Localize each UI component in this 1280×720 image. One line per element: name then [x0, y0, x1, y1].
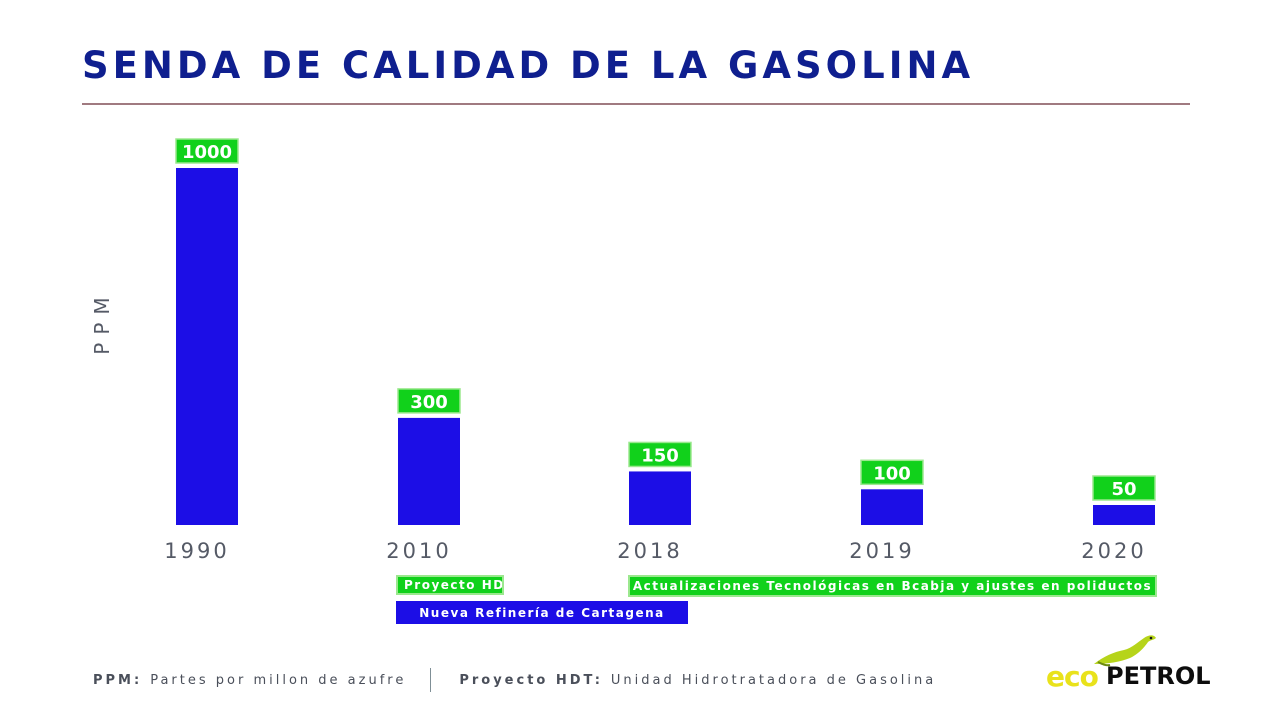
- x-tick-label-1990: 1990: [164, 539, 229, 563]
- footer-ppm-key: PPM:: [93, 672, 143, 688]
- timeline-item-1: Proyecto HDT: [396, 575, 504, 595]
- bar-2010: [398, 417, 460, 525]
- data-label-2020: 50: [1111, 479, 1136, 500]
- x-tick-label-2018: 2018: [617, 539, 682, 563]
- bar-2018: [629, 471, 691, 525]
- logo-petrol-text: PETROL: [1106, 662, 1211, 690]
- timeline-item-label: Proyecto HDT: [404, 578, 504, 592]
- iguana-icon: [1094, 635, 1156, 667]
- data-label-2019: 100: [873, 463, 911, 484]
- data-label-2018: 150: [641, 445, 679, 466]
- x-tick-label-2019: 2019: [849, 539, 914, 563]
- data-label-box-2010: [397, 388, 461, 414]
- data-label-box-2019: [860, 459, 924, 486]
- footer-ppm-text: Partes por millon de azufre: [150, 672, 407, 688]
- footer-hdt-key: Proyecto HDT:: [459, 672, 603, 688]
- footer-separator: [430, 668, 432, 692]
- bar-chart: 1000 1990 300 2010 150 2018 100 2019 50 2020: [164, 138, 1156, 563]
- ecopetrol-logo: eco PETROL: [1040, 630, 1220, 694]
- page-title: SENDA DE CALIDAD DE LA GASOLINA: [82, 44, 975, 87]
- bar-2019: [861, 489, 923, 525]
- title-divider: [82, 103, 1190, 105]
- data-label-box-2020: [1092, 475, 1156, 501]
- data-label-1990: 1000: [182, 142, 232, 163]
- data-label-box-2018: [628, 441, 692, 468]
- data-label-box-1990: [175, 138, 239, 164]
- logo-eco-text: eco: [1046, 660, 1099, 693]
- timeline-item-label: Nueva Refinería de Cartagena: [419, 605, 665, 620]
- footer-hdt-text: Unidad Hidrotratadora de Gasolina: [610, 672, 937, 688]
- timeline-item-3: Actualizaciones Tecnológicas en Bcabja y…: [628, 575, 1157, 597]
- timeline-item-2: Nueva Refinería de Cartagena: [396, 601, 688, 624]
- x-tick-label-2010: 2010: [386, 539, 451, 563]
- timeline-item-label: Actualizaciones Tecnológicas en Bcabja y…: [632, 579, 1153, 593]
- footer-notes: PPM: Partes por millon de azufre Proyect…: [93, 668, 936, 692]
- data-label-2010: 300: [410, 392, 448, 413]
- bar-2020: [1093, 505, 1155, 525]
- bar-1990: [176, 168, 238, 525]
- x-tick-label-2020: 2020: [1081, 539, 1146, 563]
